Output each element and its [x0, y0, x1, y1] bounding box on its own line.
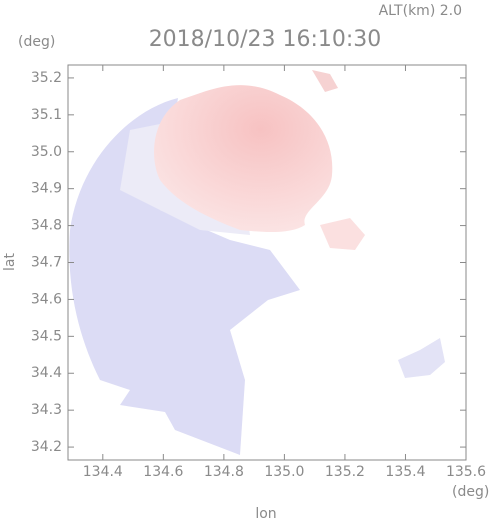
- east-echo: [320, 218, 365, 250]
- x-tick-label: 135.2: [325, 464, 365, 480]
- y-tick-label: 34.4: [31, 365, 62, 381]
- altitude-label: ALT(km) 2.0: [379, 3, 462, 19]
- positive-velocity-area: [154, 85, 333, 233]
- radar-field: [69, 70, 445, 455]
- y-tick-label: 34.9: [31, 181, 62, 197]
- east-echo: [398, 338, 445, 378]
- x-tick-label: 134.8: [204, 464, 244, 480]
- x-tick-label: 134.4: [83, 464, 123, 480]
- chart-title: 2018/10/23 16:10:30: [149, 27, 382, 52]
- y-tick-label: 34.3: [31, 402, 62, 418]
- y-tick-label: 35.1: [31, 107, 62, 123]
- y-tick-label: 35.0: [31, 144, 62, 160]
- y-tick-label: 34.8: [31, 218, 62, 234]
- y-tick-label: 34.6: [31, 291, 62, 307]
- x-unit: (deg): [452, 484, 489, 500]
- x-tick-label: 135.0: [264, 464, 304, 480]
- y-unit: (deg): [18, 34, 55, 50]
- x-tick-label: 134.6: [143, 464, 183, 480]
- y-tick-label: 35.2: [31, 70, 62, 86]
- north-echo: [312, 70, 338, 92]
- x-axis-label: lon: [255, 506, 276, 521]
- y-tick-label: 34.2: [31, 439, 62, 455]
- x-tick-label: 135.6: [446, 464, 486, 480]
- y-axis-label: lat: [2, 253, 18, 271]
- y-tick-label: 34.7: [31, 255, 62, 271]
- y-tick-label: 34.5: [31, 328, 62, 344]
- x-tick-label: 135.4: [385, 464, 425, 480]
